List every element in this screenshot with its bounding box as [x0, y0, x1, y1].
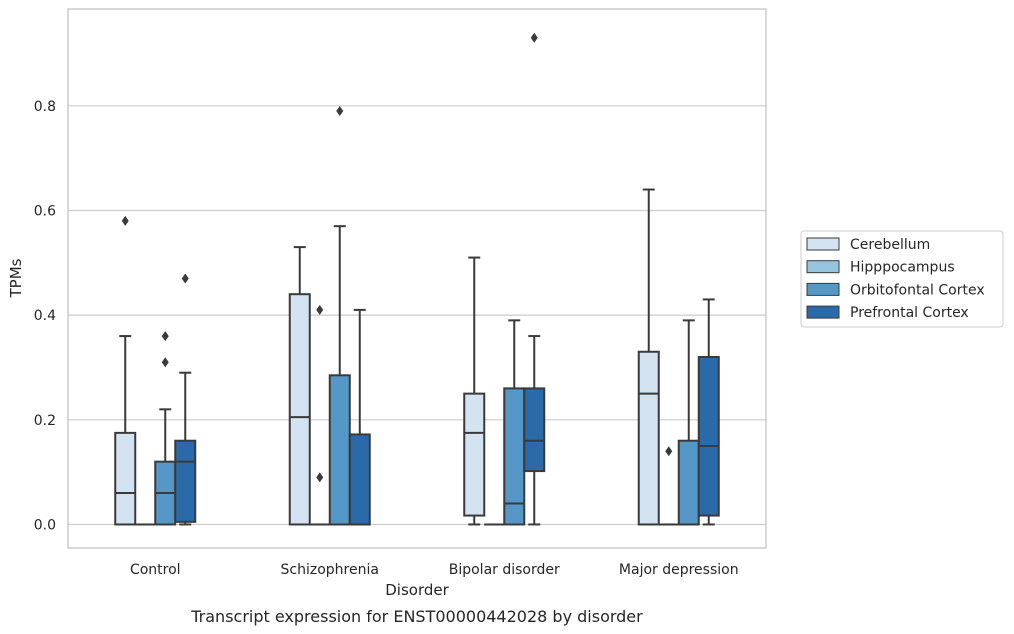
y-tick-label: 0.6 — [34, 203, 56, 219]
box-body — [697, 355, 720, 517]
box-body — [523, 387, 546, 473]
outlier-point — [121, 215, 129, 226]
x-tick-labels: Control Schizophrenia Bipolar disorder Majo… — [130, 562, 739, 578]
outlier-point — [161, 357, 169, 368]
box-body — [463, 392, 486, 517]
y-axis-label: TPMs — [7, 258, 25, 298]
box-orbitofontal-cortex-2 — [503, 319, 526, 526]
outlier-point — [316, 304, 324, 315]
outlier-point — [181, 273, 189, 284]
box-body — [114, 431, 137, 526]
outlier-point — [665, 446, 673, 457]
x-tick-label: Bipolar disorder — [449, 562, 560, 578]
box-body — [677, 439, 700, 526]
x-tick-label: Schizophrenia — [281, 562, 379, 578]
outlier-point — [316, 472, 324, 483]
box-prefrontal-cortex-2 — [523, 32, 546, 526]
box-cerebellum-0 — [114, 215, 137, 526]
box-body — [348, 433, 371, 526]
legend-swatch — [806, 260, 840, 274]
x-tick-label: Control — [130, 562, 181, 578]
plot-frame — [67, 8, 767, 549]
box-cerebellum-2 — [463, 256, 486, 526]
box-body — [174, 439, 197, 523]
x-tick-label: Major depression — [619, 562, 739, 578]
legend-swatch — [806, 305, 840, 319]
box-prefrontal-cortex-3 — [697, 298, 720, 526]
box-plot-area — [114, 32, 720, 526]
legend-swatch — [806, 237, 840, 251]
legend-label: Cerebellum — [850, 237, 930, 253]
box-hipppocampus-1 — [309, 304, 330, 526]
y-tick-label: 0.2 — [34, 413, 56, 429]
box-body — [288, 293, 311, 526]
legend-frame — [800, 230, 1004, 328]
legend: Cerebellum Hipppocampus Orbitofontal Corte… — [800, 230, 1004, 328]
y-tick-labels: 0.0 0.2 0.4 0.6 0.8 — [34, 99, 56, 534]
box-cerebellum-1 — [288, 246, 311, 526]
box-body — [637, 350, 660, 526]
box-orbitofontal-cortex-3 — [677, 319, 700, 526]
legend-label: Prefrontal Cortex — [850, 305, 969, 321]
box-prefrontal-cortex-1 — [348, 308, 371, 526]
box-prefrontal-cortex-0 — [174, 273, 197, 526]
outlier-point — [336, 106, 344, 117]
y-tick-label: 0.0 — [34, 517, 56, 533]
box-cerebellum-3 — [637, 188, 660, 526]
outlier-point — [530, 32, 538, 43]
y-tick-label: 0.8 — [34, 99, 56, 115]
box-hipppocampus-3 — [658, 446, 679, 526]
y-tick-label: 0.4 — [34, 308, 56, 324]
chart-caption: Transcript expression for ENST0000044202… — [190, 607, 643, 626]
outlier-point — [161, 331, 169, 342]
legend-label: Orbitofontal Cortex — [850, 282, 985, 298]
legend-swatch — [806, 282, 840, 296]
x-axis-label: Disorder — [385, 581, 449, 599]
box-orbitofontal-cortex-0 — [154, 331, 177, 526]
legend-label: Hipppocampus — [850, 260, 955, 276]
box-body — [328, 374, 351, 526]
box-orbitofontal-cortex-1 — [328, 106, 351, 526]
